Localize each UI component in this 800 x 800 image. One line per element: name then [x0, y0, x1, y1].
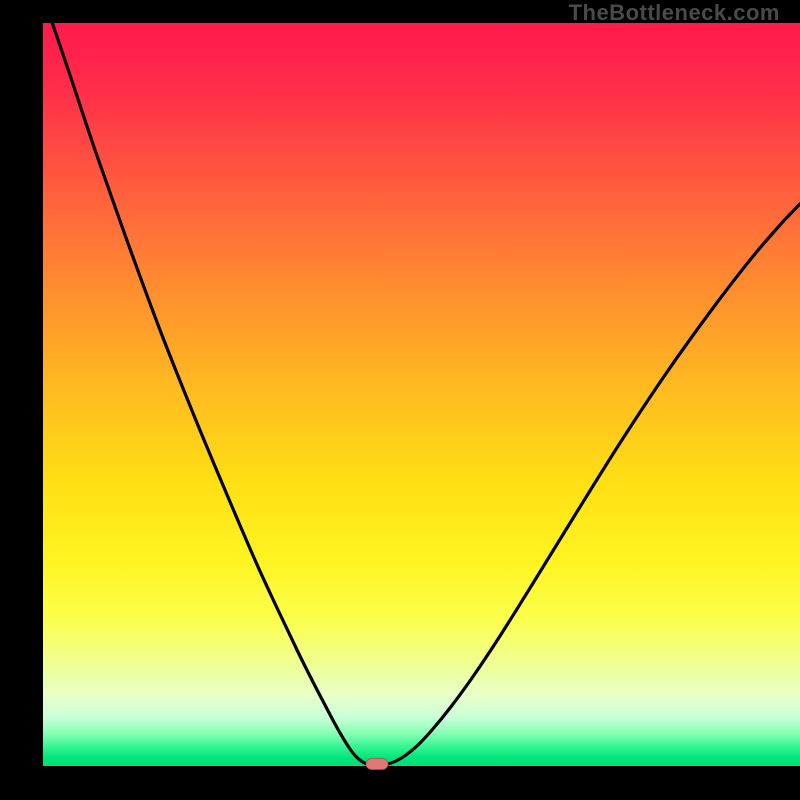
chart-stage: TheBottleneck.com: [0, 0, 800, 800]
minimum-marker: [366, 759, 388, 770]
plot-background-gradient: [43, 23, 800, 766]
bottleneck-chart: [0, 0, 800, 800]
